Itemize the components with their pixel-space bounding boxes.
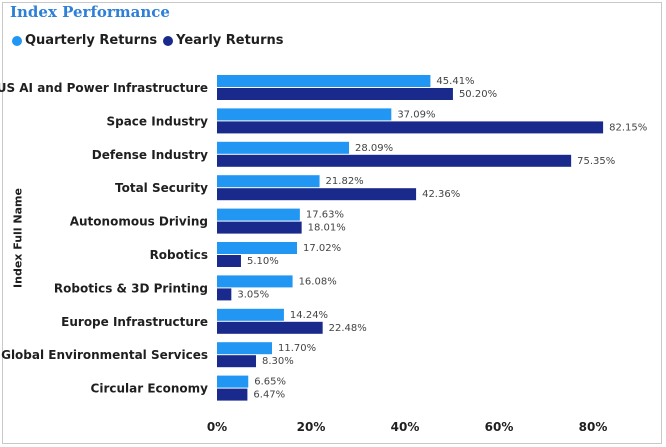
x-tick-label: 60% <box>485 420 514 434</box>
category-label: Circular Economy <box>91 382 209 396</box>
data-label-quarterly: 6.65% <box>254 377 286 388</box>
bar-quarterly[interactable] <box>217 208 300 221</box>
legend-dot-yearly <box>163 35 174 46</box>
bar-quarterly[interactable] <box>217 375 249 388</box>
legend-label-yearly: Yearly Returns <box>176 33 284 48</box>
data-label-yearly: 50.20% <box>459 89 497 100</box>
data-label-yearly: 18.01% <box>308 223 346 234</box>
x-tick-label: 20% <box>297 420 326 434</box>
bar-quarterly[interactable] <box>217 108 392 121</box>
legend-dot-quarterly <box>12 35 22 46</box>
category-label: Robotics <box>150 248 208 262</box>
category-label: Europe Infrastructure <box>61 315 208 329</box>
category-label: Total Security <box>115 181 208 195</box>
x-tick-label: 80% <box>579 420 608 434</box>
data-label-quarterly: 17.63% <box>306 210 344 221</box>
bar-yearly[interactable] <box>217 88 453 100</box>
bar-yearly[interactable] <box>217 121 604 134</box>
data-label-quarterly: 16.08% <box>299 276 337 287</box>
bar-quarterly[interactable] <box>217 141 350 154</box>
data-label-yearly: 82.15% <box>609 122 647 133</box>
data-label-quarterly: 45.41% <box>436 76 474 87</box>
x-tick-label: 0% <box>207 420 227 434</box>
data-label-quarterly: 28.09% <box>355 143 393 154</box>
bar-quarterly[interactable] <box>217 308 284 321</box>
data-label-quarterly: 11.70% <box>278 343 316 354</box>
bar-yearly[interactable] <box>217 221 302 234</box>
bar-quarterly[interactable] <box>217 75 431 87</box>
chart-frame <box>2 2 662 444</box>
data-label-yearly: 75.35% <box>577 156 615 167</box>
bar-quarterly[interactable] <box>217 275 293 288</box>
legend: Quarterly Returns Yearly Returns <box>12 33 289 48</box>
chart-title: Index Performance <box>10 3 170 21</box>
data-label-yearly: 5.10% <box>247 256 279 267</box>
data-label-quarterly: 14.24% <box>290 310 328 321</box>
data-label-yearly: 6.47% <box>253 390 285 401</box>
bar-yearly[interactable] <box>217 388 248 401</box>
data-label-yearly: 42.36% <box>422 189 460 200</box>
category-label: Defense Industry <box>92 148 208 162</box>
category-label: Autonomous Driving <box>70 215 208 229</box>
bar-yearly[interactable] <box>217 188 417 201</box>
bar-yearly[interactable] <box>217 288 232 301</box>
data-label-yearly: 22.48% <box>329 323 367 334</box>
category-label: Robotics & 3D Printing <box>54 281 208 295</box>
bar-quarterly[interactable] <box>217 242 297 254</box>
bar-yearly[interactable] <box>217 321 323 334</box>
category-label: Global Environmental Services <box>1 348 208 362</box>
x-tick-label: 40% <box>391 420 420 434</box>
legend-item-yearly[interactable]: Yearly Returns <box>163 33 283 48</box>
category-label: US AI and Power Infrastructure <box>0 81 208 95</box>
legend-label-quarterly: Quarterly Returns <box>25 33 158 48</box>
data-label-yearly: 3.05% <box>237 289 269 300</box>
bar-quarterly[interactable] <box>217 175 320 188</box>
data-label-quarterly: 21.82% <box>326 176 364 187</box>
bar-yearly[interactable] <box>217 255 241 267</box>
category-label: Space Industry <box>106 114 208 128</box>
data-label-quarterly: 37.09% <box>397 109 435 120</box>
data-label-quarterly: 17.02% <box>303 243 341 254</box>
legend-item-quarterly[interactable]: Quarterly Returns <box>12 33 157 48</box>
bar-yearly[interactable] <box>217 355 257 368</box>
data-label-yearly: 8.30% <box>262 356 294 367</box>
bar-quarterly[interactable] <box>217 342 272 355</box>
bar-yearly[interactable] <box>217 154 572 167</box>
